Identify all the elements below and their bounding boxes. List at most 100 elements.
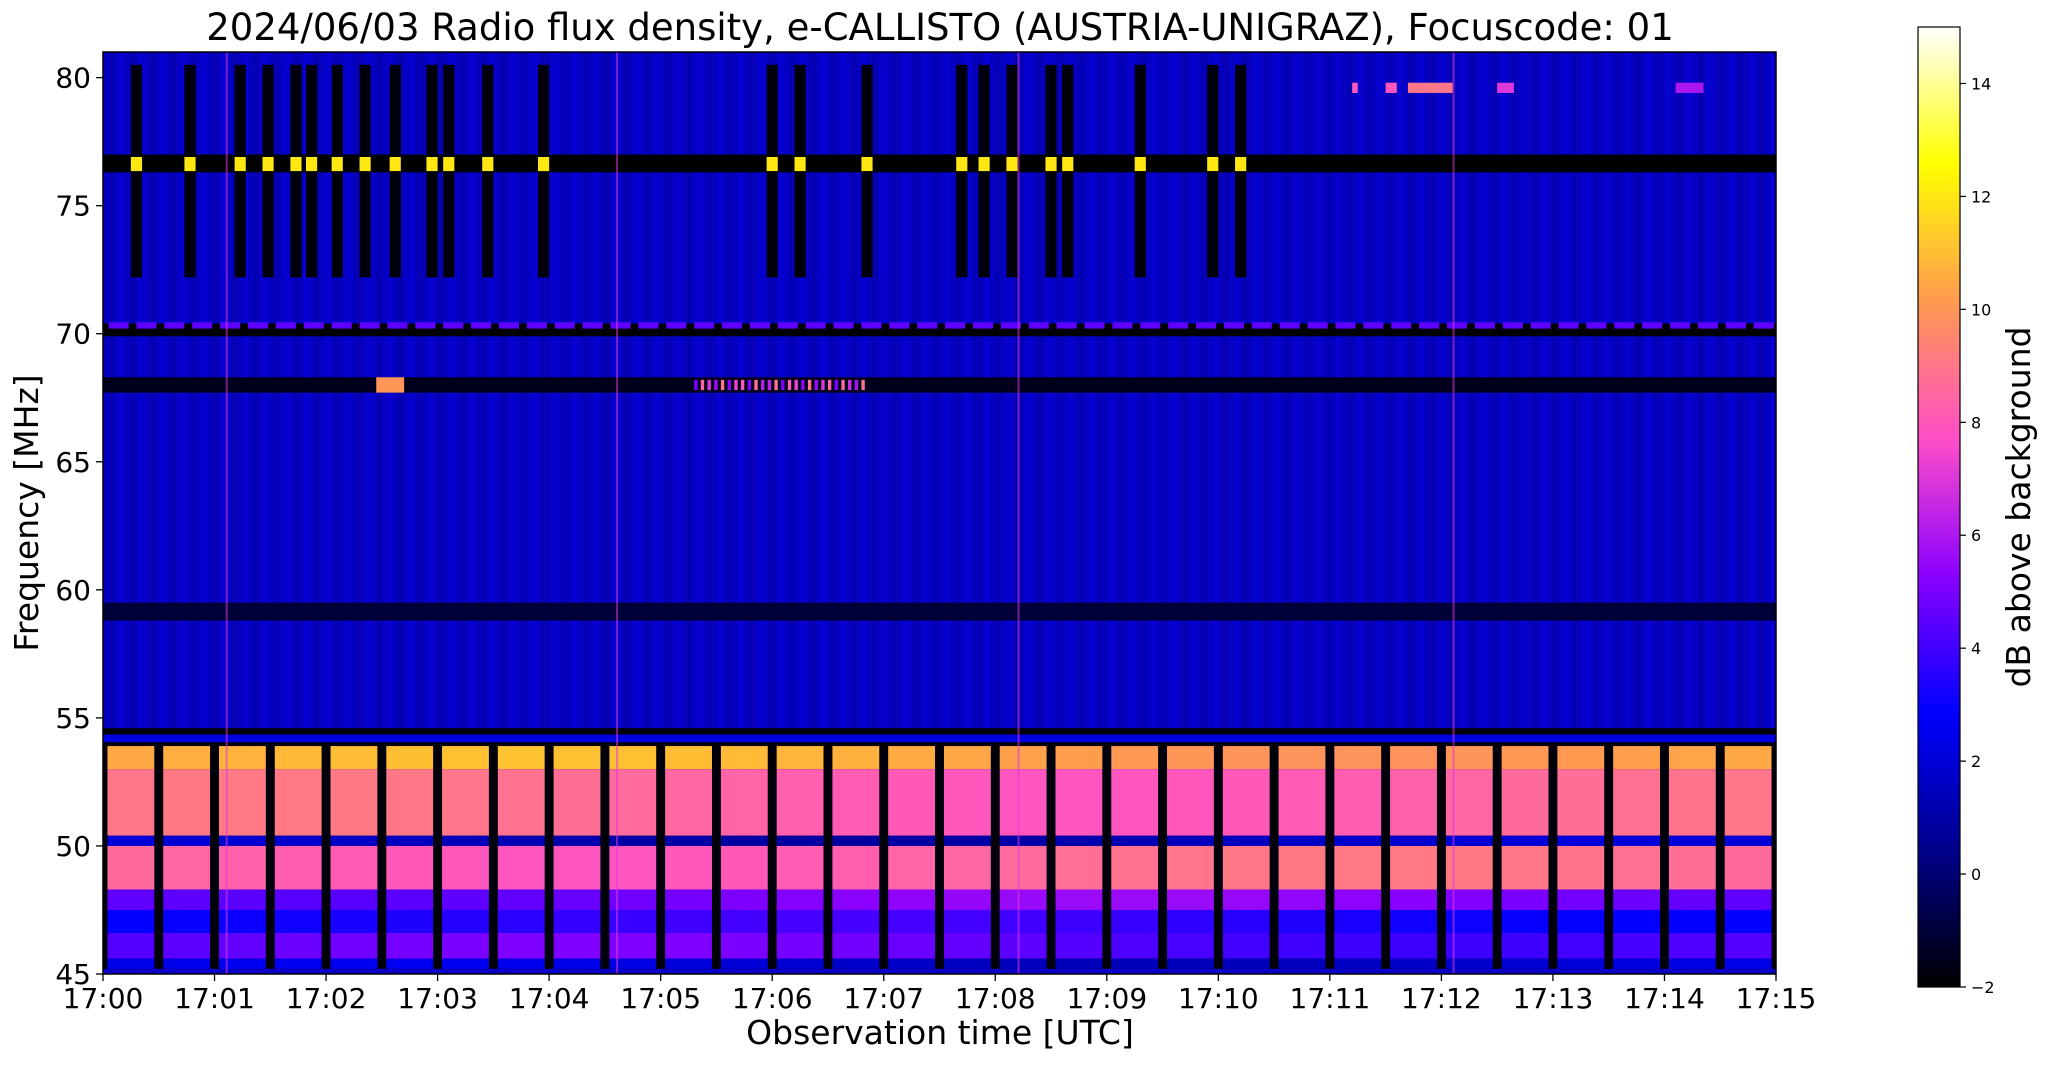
pulse-segment <box>386 909 434 934</box>
interference-line <box>225 52 228 974</box>
pulse-segment <box>888 746 936 770</box>
pulse-segment <box>1780 836 1827 846</box>
pulse-segment <box>442 958 489 969</box>
interference-line <box>1452 52 1455 974</box>
pulse-segment <box>720 845 768 890</box>
pulse-segment <box>720 958 768 969</box>
pulse-segment <box>1557 909 1605 934</box>
pulse-segment <box>386 746 434 770</box>
pulse-segment <box>1390 889 1437 910</box>
pulse-segment <box>163 845 211 890</box>
colorbar-gradient <box>1917 26 1961 988</box>
pulse-segment <box>1613 835 1661 846</box>
pulse-segment <box>163 933 211 959</box>
pulse-segment <box>609 835 657 846</box>
pulse-segment <box>1613 746 1661 770</box>
pulse-segment <box>1334 909 1382 934</box>
pulse-segment <box>776 909 824 934</box>
pulse-segment <box>665 889 712 910</box>
pulse-segment <box>1445 889 1493 910</box>
pulse-segment <box>1222 958 1270 969</box>
pulse-segment <box>553 909 601 934</box>
pulse-segment <box>1557 845 1605 890</box>
pulse-segment <box>330 746 378 770</box>
pulse-segment <box>1501 933 1549 959</box>
pulse-segment <box>1668 845 1716 890</box>
line-54.2 <box>103 734 1776 743</box>
pulse-segment <box>497 835 545 846</box>
pulse-segment <box>1613 769 1661 836</box>
colorbar: −2 0 2 4 6 8 10 12 14 dB above background <box>1917 26 2038 997</box>
pulse-segment <box>386 769 434 836</box>
pulse-segment <box>497 909 545 934</box>
pulse-segment <box>1668 835 1716 846</box>
pulse-segment <box>1222 909 1270 934</box>
pulse-segment <box>943 769 991 836</box>
pulse-segment <box>386 889 434 910</box>
line-76.6 <box>103 154 1776 173</box>
pulse-segment <box>943 835 991 846</box>
pulse-segment <box>274 746 322 770</box>
pulse-segment <box>1613 909 1661 934</box>
pulse-segment <box>1111 835 1159 846</box>
pulse-segment <box>497 845 545 890</box>
y-axis: 45 50 55 60 65 70 75 80 <box>55 62 103 991</box>
pulse-segment <box>609 746 657 770</box>
line-79-dashes <box>1352 82 1704 93</box>
pulse-segment <box>497 746 545 770</box>
x-tick-label: 17:14 <box>1624 982 1705 1015</box>
pulse-segment <box>1334 769 1382 836</box>
pulse-segment <box>330 958 378 969</box>
pulse-segment <box>330 889 378 910</box>
pulse-segment <box>107 845 155 890</box>
pulse-segment <box>888 845 936 890</box>
x-tick-label: 17:04 <box>509 982 590 1015</box>
pulse-segment <box>218 909 266 934</box>
x-axis: 17:00 17:01 17:02 17:03 17:04 17:05 17:06 17:07… <box>63 974 1816 1015</box>
pulse-segment <box>1445 909 1493 934</box>
pulse-segment <box>888 769 936 836</box>
colorbar-tick-label: 2 <box>1971 752 1981 771</box>
pulse-segment <box>1278 769 1326 836</box>
pulsed-high-band <box>103 728 1827 969</box>
pulse-segment <box>330 845 378 890</box>
pulse-segment <box>274 845 322 890</box>
pulse-segment <box>497 769 545 836</box>
pulse-segment <box>999 835 1047 846</box>
pulse-segment <box>1780 746 1827 769</box>
pulse-segment <box>665 769 712 836</box>
pulse-segment <box>1613 958 1661 969</box>
pulse-segment <box>720 746 768 770</box>
colorbar-tick-label: 8 <box>1971 413 1981 432</box>
pulse-segment <box>1780 846 1827 890</box>
pulse-segment <box>665 909 712 934</box>
pulse-segment <box>218 958 266 969</box>
pulse-segment <box>1501 909 1549 934</box>
pulse-segment <box>665 835 712 846</box>
pulse-segment <box>1557 933 1605 959</box>
pulse-segment <box>943 746 991 770</box>
y-axis-label: Frequency [MHz] <box>7 374 46 651</box>
y-tick-label: 45 <box>55 958 91 991</box>
pulse-segment <box>943 909 991 934</box>
pulse-segment <box>497 958 545 969</box>
pulse-segment <box>1613 889 1661 910</box>
pulse-segment <box>107 933 155 959</box>
pulse-segment <box>442 835 489 846</box>
pulse-segment <box>1557 835 1605 846</box>
pulse-segment <box>553 958 601 969</box>
pulse-segment <box>1501 835 1549 846</box>
pulse-segment <box>386 835 434 846</box>
pulse-segment <box>1501 889 1549 910</box>
pulse-segment <box>442 933 489 959</box>
pulse-segment <box>1167 835 1214 846</box>
pulse-segment <box>1111 889 1159 910</box>
pulse-segment <box>999 909 1047 934</box>
pulse-segment <box>1557 746 1605 770</box>
pulse-segment <box>1055 958 1103 969</box>
pulse-segment <box>776 958 824 969</box>
pulse-segment <box>609 909 657 934</box>
x-tick-label: 17:01 <box>174 982 255 1015</box>
pulse-segment <box>999 933 1047 959</box>
